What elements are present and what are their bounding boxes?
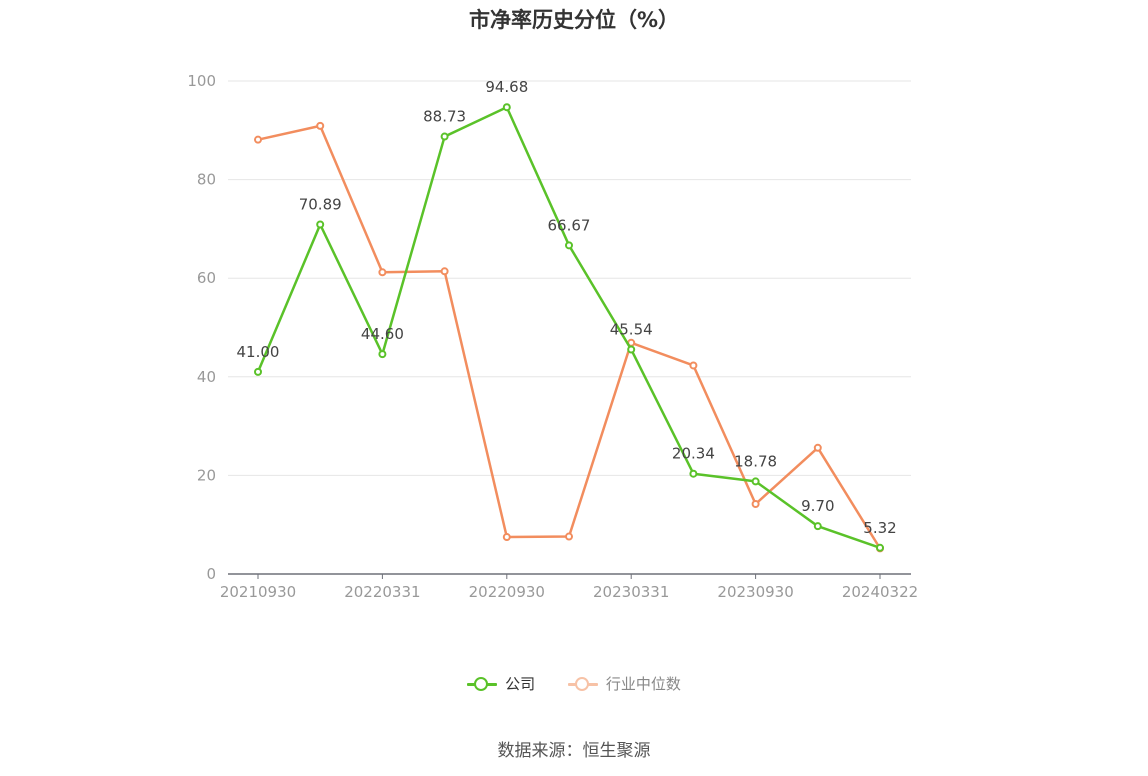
- y-tick-label: 0: [206, 565, 216, 583]
- data-point-company: [751, 477, 760, 486]
- data-point-company: [316, 220, 325, 229]
- legend-item-company[interactable]: 公司: [467, 673, 535, 694]
- data-label: 45.54: [610, 320, 653, 338]
- data-source: 数据来源：恒生聚源: [497, 741, 651, 761]
- x-tick-label: 20210930: [220, 583, 296, 601]
- legend-industry-swatch: [567, 676, 598, 691]
- legend: 公司 行业中位数: [0, 673, 1148, 694]
- data-point-company: [813, 522, 822, 531]
- data-label: 66.67: [548, 216, 591, 234]
- x-tick-label: 20220930: [469, 583, 545, 601]
- y-tick-label: 100: [187, 72, 216, 90]
- series-line-industry-median: [257, 124, 882, 550]
- line-chart: 20210930 20220331 20220930 20230331 20230930…: [187, 72, 918, 601]
- data-point-company: [502, 103, 511, 112]
- data-label: 9.70: [801, 497, 834, 515]
- grid: [228, 80, 911, 476]
- data-point-company: [689, 469, 698, 478]
- legend-industry-label: 行业中位数: [605, 675, 681, 693]
- x-tick-label: 20220331: [344, 583, 420, 601]
- data-point-company: [254, 367, 262, 376]
- data-point-company: [440, 132, 449, 141]
- chart-title: 市净率历史分位（%）: [468, 8, 680, 32]
- data-point-industry-median: [254, 135, 262, 144]
- data-label: 88.73: [423, 108, 466, 126]
- data-label: 20.34: [672, 445, 715, 463]
- series-line-company: [256, 105, 881, 549]
- data-point-industry-median: [440, 267, 449, 276]
- data-label: 18.78: [734, 452, 777, 470]
- data-point-industry-median: [689, 361, 698, 370]
- data-label: 44.60: [361, 325, 404, 343]
- y-tick-label: 20: [197, 466, 216, 484]
- x-axis: 20210930 20220331 20220930 20230331 20230930…: [220, 573, 918, 601]
- data-point-company: [378, 350, 387, 359]
- y-tick-label: 60: [197, 269, 216, 287]
- data-point-company: [627, 345, 636, 354]
- data-point-industry-median: [565, 532, 573, 541]
- data-labels: 41.00 70.89 44.60 88.73 94.68 66.67 45.54 20.34…: [237, 78, 897, 537]
- data-label: 41.00: [237, 343, 280, 361]
- data-point-industry-median: [378, 268, 387, 277]
- legend-company-label: 公司: [505, 675, 536, 693]
- data-point-industry-median: [751, 499, 760, 508]
- data-point-industry-median: [502, 533, 511, 542]
- y-tick-label: 80: [197, 171, 216, 189]
- x-tick-label: 20240322: [842, 583, 918, 601]
- legend-item-industry-median[interactable]: 行业中位数: [567, 673, 681, 694]
- data-point-industry-median: [813, 443, 822, 452]
- x-tick-label: 20230930: [717, 583, 793, 601]
- series-layer: [254, 103, 884, 553]
- data-label: 94.68: [485, 78, 528, 96]
- data-point-company: [876, 543, 884, 552]
- data-point-industry-median: [316, 121, 325, 130]
- data-point-company: [565, 241, 573, 250]
- y-tick-label: 40: [197, 368, 216, 386]
- x-tick-label: 20230331: [593, 583, 669, 601]
- legend-company-swatch: [467, 676, 498, 691]
- y-axis: 0 20 40 60 80 100: [187, 72, 216, 583]
- data-label: 5.32: [863, 519, 896, 537]
- data-label: 70.89: [299, 196, 342, 214]
